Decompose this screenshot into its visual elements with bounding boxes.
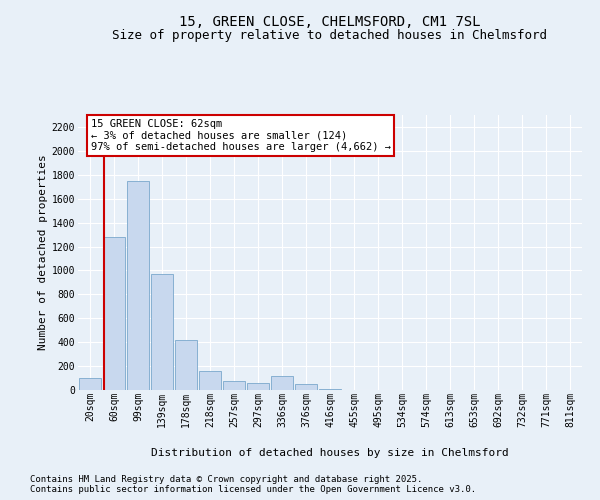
Text: Contains HM Land Registry data © Crown copyright and database right 2025.: Contains HM Land Registry data © Crown c… [30,476,422,484]
Bar [127,181,149,390]
Bar [79,378,101,390]
Text: 15 GREEN CLOSE: 62sqm
← 3% of detached houses are smaller (124)
97% of semi-deta: 15 GREEN CLOSE: 62sqm ← 3% of detached h… [91,119,391,152]
Text: Contains public sector information licensed under the Open Government Licence v3: Contains public sector information licen… [30,484,476,494]
Text: 15, GREEN CLOSE, CHELMSFORD, CM1 7SL: 15, GREEN CLOSE, CHELMSFORD, CM1 7SL [179,16,481,30]
Bar [319,389,341,390]
Text: Distribution of detached houses by size in Chelmsford: Distribution of detached houses by size … [151,448,509,458]
Text: Size of property relative to detached houses in Chelmsford: Size of property relative to detached ho… [113,30,548,43]
Bar [199,371,221,390]
Bar [103,237,125,390]
Bar [151,274,173,390]
Y-axis label: Number of detached properties: Number of detached properties [38,154,47,350]
Bar [295,384,317,390]
Bar [247,384,269,390]
Bar [175,340,197,390]
Bar [271,376,293,390]
Bar [223,381,245,390]
